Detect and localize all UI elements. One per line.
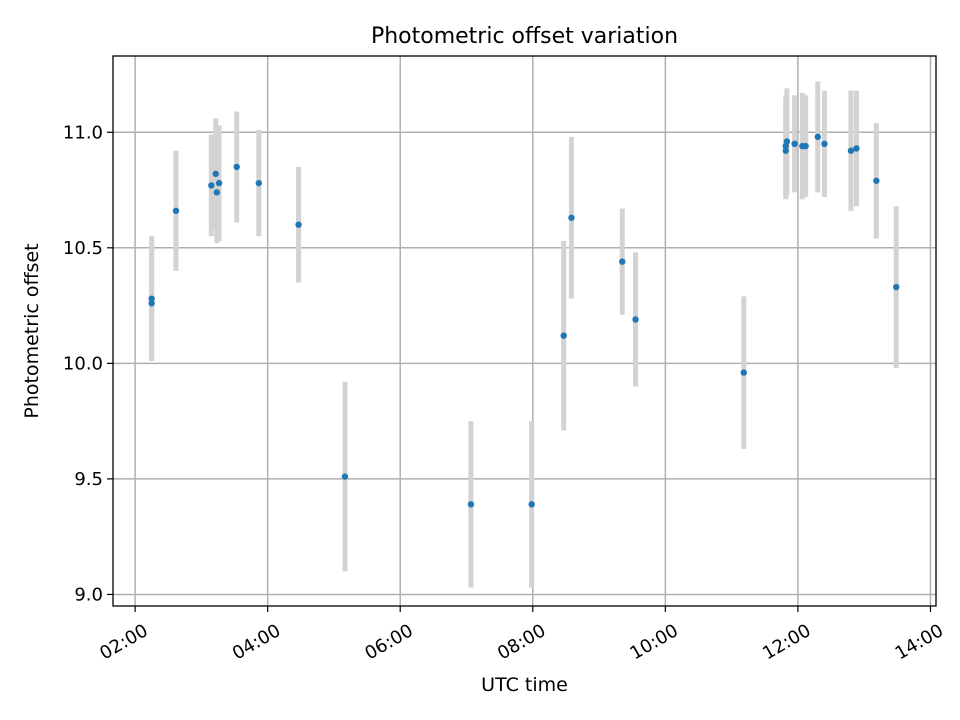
data-point bbox=[148, 295, 155, 302]
data-point bbox=[847, 147, 855, 154]
grid bbox=[113, 56, 936, 606]
data-point bbox=[212, 170, 219, 178]
data-point bbox=[341, 473, 349, 480]
data-point bbox=[148, 300, 155, 307]
y-tick-label: 10.0 bbox=[63, 353, 103, 374]
data-point bbox=[814, 133, 821, 141]
data-point bbox=[893, 283, 900, 291]
y-tick-label: 9.0 bbox=[74, 584, 103, 605]
data-point bbox=[208, 182, 215, 189]
data-point bbox=[740, 369, 747, 376]
data-point bbox=[172, 207, 180, 215]
data-point bbox=[853, 145, 860, 152]
x-axis-label: UTC time bbox=[481, 674, 568, 696]
data-point bbox=[528, 501, 535, 508]
chart-title: Photometric offset variation bbox=[371, 24, 678, 49]
data-point bbox=[560, 332, 567, 339]
data-point bbox=[873, 177, 880, 184]
plot-frame bbox=[112, 55, 937, 607]
y-axis-ticks: 9.0 9.5 10.0 10.5 11.0 bbox=[63, 122, 113, 605]
data-point bbox=[467, 501, 475, 508]
data-point bbox=[821, 140, 828, 148]
y-tick-label: 10.5 bbox=[63, 238, 103, 259]
data-point bbox=[783, 138, 791, 145]
data-point bbox=[295, 221, 302, 228]
data-point bbox=[619, 258, 626, 265]
y-tick-label: 9.5 bbox=[74, 469, 103, 490]
data-point bbox=[802, 142, 809, 150]
data-point bbox=[233, 163, 240, 171]
data-point bbox=[568, 214, 575, 221]
data-point bbox=[255, 179, 263, 187]
data-point bbox=[782, 147, 789, 154]
data-point bbox=[791, 140, 798, 148]
data-point bbox=[215, 179, 223, 187]
data-point bbox=[632, 316, 639, 323]
data-point bbox=[213, 189, 221, 196]
data-points bbox=[148, 133, 900, 508]
y-axis-label: Photometric offset bbox=[21, 243, 43, 418]
y-tick-label: 11.0 bbox=[63, 122, 103, 143]
